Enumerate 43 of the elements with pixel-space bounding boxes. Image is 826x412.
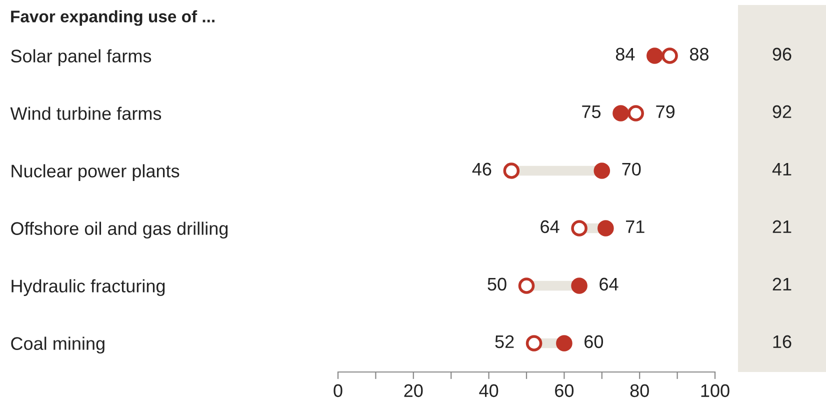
point	[526, 335, 542, 352]
x-tick-label: 80	[630, 384, 649, 398]
data-label: 92	[772, 105, 792, 118]
y-tick-label: Wind turbine farms	[10, 106, 162, 120]
point	[556, 335, 572, 352]
data-label: 16	[773, 335, 792, 348]
x-tick-label: 0	[334, 384, 342, 398]
data-label: 71	[626, 220, 644, 233]
data-label: 75	[582, 105, 601, 118]
point	[594, 162, 610, 179]
point	[571, 220, 588, 236]
data-label: 79	[656, 105, 674, 118]
point	[598, 220, 614, 236]
point	[503, 162, 520, 179]
point	[571, 278, 588, 294]
data-label: 50	[488, 278, 506, 291]
y-tick-label: Nuclear power plants	[12, 164, 180, 182]
point	[628, 105, 644, 122]
x-tick-label: 100	[701, 384, 730, 398]
point	[646, 48, 663, 64]
x-tick-label: 60	[555, 384, 574, 398]
y-tick-label: Solar panel farms	[11, 49, 152, 66]
data-label: 52	[495, 335, 514, 348]
data-label: 96	[772, 48, 792, 61]
data-label: 21	[772, 278, 792, 290]
data-label: 46	[472, 162, 492, 176]
data-label: 64	[600, 278, 618, 291]
data-label: 70	[622, 162, 641, 176]
x-tick-label: 40	[479, 384, 498, 398]
x-tick-label: 20	[404, 384, 423, 398]
y-tick-label: Hydraulic fracturing	[12, 279, 165, 296]
text: Favor expanding use of ...	[11, 10, 214, 26]
point	[612, 105, 629, 122]
data-label: 88	[690, 48, 708, 61]
data-label: 84	[616, 48, 635, 61]
point	[662, 48, 678, 64]
data-label: 41	[772, 162, 792, 176]
y-tick-label: Coal mining	[11, 336, 104, 354]
data-label: 21	[772, 220, 792, 233]
data-label: 64	[540, 220, 560, 234]
y-tick-label: Offshore oil and gas drilling	[11, 222, 228, 239]
point	[518, 278, 535, 294]
data-label: 60	[584, 335, 604, 348]
